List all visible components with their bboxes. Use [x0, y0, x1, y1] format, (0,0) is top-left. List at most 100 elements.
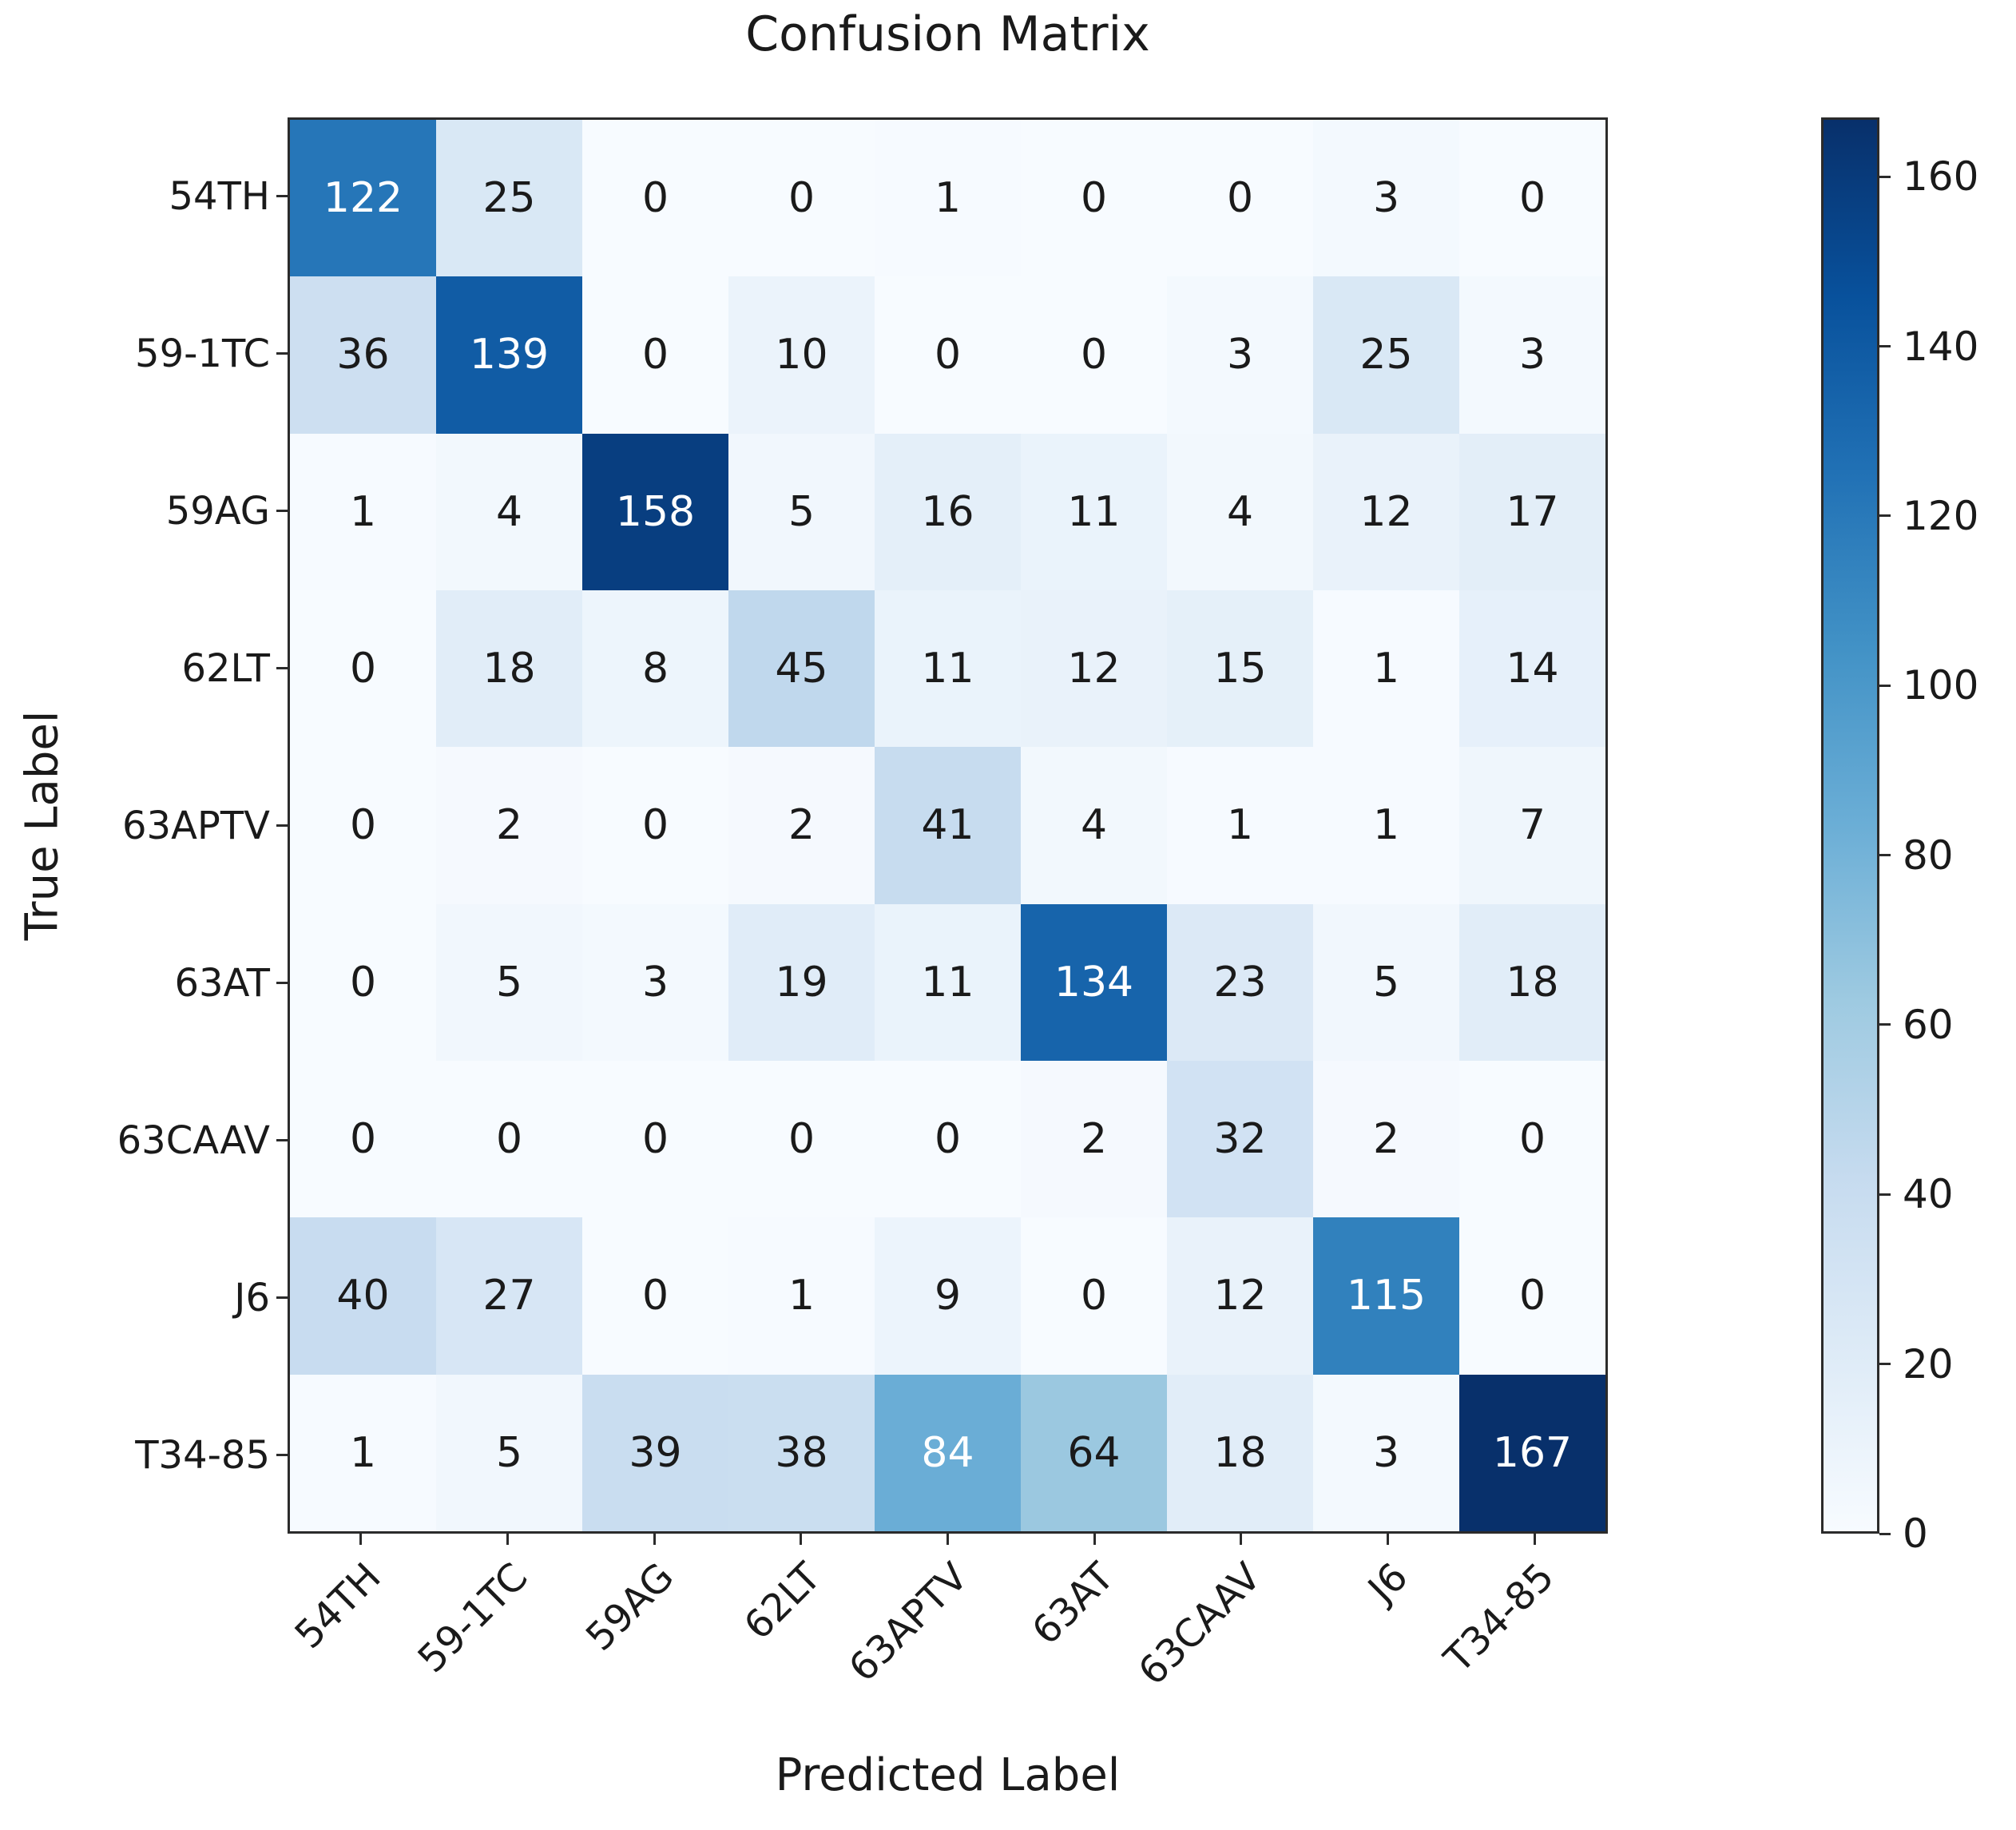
heatmap-cell: 18 [436, 589, 582, 748]
row-tick-label: 59-1TC [135, 331, 270, 376]
heatmap-cell: 1 [1313, 747, 1459, 904]
cell-value: 10 [775, 331, 828, 379]
cell-value: 11 [921, 645, 974, 693]
cell-value: 3 [641, 958, 669, 1006]
heatmap-cell: 32 [1167, 1060, 1313, 1218]
heatmap-cell: 10 [728, 276, 875, 434]
heatmap-cell: 0 [875, 276, 1021, 434]
cell-value: 115 [1346, 1272, 1427, 1320]
heatmap-cell: 3 [1313, 1374, 1459, 1531]
cell-value: 122 [323, 174, 403, 223]
heatmap-cell: 5 [728, 433, 875, 590]
cell-value: 4 [1080, 801, 1108, 850]
heatmap-cell: 5 [1313, 903, 1459, 1061]
heatmap-cell: 18 [1459, 903, 1605, 1061]
cell-value: 45 [775, 645, 828, 693]
heatmap-cell: 122 [290, 120, 436, 277]
cell-value: 14 [1506, 645, 1559, 693]
cell-value: 4 [495, 487, 523, 536]
heatmap-cell: 11 [875, 589, 1021, 748]
cell-value: 32 [1213, 1115, 1267, 1164]
cell-value: 8 [641, 645, 669, 693]
x-axis-label: Predicted Label [775, 1749, 1121, 1801]
row-tick-label: J6 [234, 1275, 270, 1320]
heatmap-cell: 1 [728, 1217, 875, 1375]
row-tick-label: 62LT [181, 645, 270, 691]
heatmap-cell: 139 [436, 276, 582, 434]
heatmap-cell: 0 [1021, 120, 1167, 277]
y-tick-mark [276, 352, 288, 355]
cell-value: 0 [788, 1115, 816, 1164]
heatmap-cell: 2 [1021, 1060, 1167, 1218]
colorbar-tick-mark [1879, 1023, 1891, 1026]
heatmap-cell: 8 [582, 589, 728, 748]
colorbar-tick-label: 40 [1903, 1171, 1954, 1218]
cell-value: 1 [1372, 801, 1400, 850]
heatmap-cell: 12 [1167, 1217, 1313, 1375]
heatmap-cell: 1 [290, 433, 436, 590]
colorbar-tick-label: 0 [1903, 1510, 1928, 1557]
heatmap-cell: 0 [290, 903, 436, 1061]
cell-value: 0 [495, 1115, 523, 1164]
cell-value: 12 [1067, 645, 1121, 693]
heatmap-cell: 36 [290, 276, 436, 434]
heatmap-cell: 45 [728, 589, 875, 748]
row-tick-label: 54TH [169, 173, 271, 219]
cell-value: 134 [1054, 958, 1134, 1006]
heatmap-cell: 0 [582, 276, 728, 434]
cell-value: 41 [921, 801, 974, 850]
heatmap-cell: 2 [728, 747, 875, 904]
cell-value: 0 [641, 1272, 669, 1320]
heatmap-cell: 12 [1021, 589, 1167, 748]
chart-title: Confusion Matrix [745, 6, 1150, 62]
cell-value: 1 [1372, 645, 1400, 693]
heatmap-cell: 1 [875, 120, 1021, 277]
x-tick-mark [800, 1534, 803, 1545]
cell-value: 3 [1226, 331, 1254, 379]
heatmap-cell: 64 [1021, 1374, 1167, 1531]
cell-value: 0 [788, 174, 816, 223]
cell-value: 0 [1080, 174, 1108, 223]
colorbar-tick-mark [1879, 345, 1891, 348]
colorbar-tick-label: 140 [1903, 323, 1979, 370]
row-tick-label: 63APTV [121, 803, 270, 848]
heatmap-cell: 84 [875, 1374, 1021, 1531]
heatmap-cell: 0 [1021, 1217, 1167, 1375]
heatmap-cell: 23 [1167, 903, 1313, 1061]
heatmap-cell: 0 [290, 1060, 436, 1218]
row-tick-label: 59AG [165, 488, 270, 534]
cell-value: 11 [921, 958, 974, 1006]
heatmap-cell: 15 [1167, 589, 1313, 748]
cell-value: 40 [336, 1272, 390, 1320]
cell-value: 3 [1518, 331, 1546, 379]
cell-value: 38 [775, 1428, 828, 1477]
x-tick-mark [1093, 1534, 1096, 1545]
colorbar-tick-mark [1879, 1532, 1891, 1535]
heatmap-cell: 3 [1313, 120, 1459, 277]
cell-value: 0 [1080, 331, 1108, 379]
cell-value: 0 [1080, 1272, 1108, 1320]
cell-value: 25 [482, 174, 536, 223]
heatmap-cell: 0 [582, 120, 728, 277]
heatmap-cell: 11 [1021, 433, 1167, 590]
cell-value: 139 [469, 331, 550, 379]
y-tick-mark [276, 1139, 288, 1141]
cell-value: 19 [775, 958, 828, 1006]
colorbar-tick-mark [1879, 175, 1891, 178]
colorbar-tick-mark [1879, 1363, 1891, 1366]
heatmap: 122 25 0 0 1 0 0 3 0 36 139 0 10 0 0 3 25 3 1 4 158 5 16 11 4 12 1… [288, 117, 1608, 1534]
cell-value: 5 [495, 1428, 523, 1477]
heatmap-cell: 158 [582, 433, 728, 590]
colorbar-tick-label: 120 [1903, 492, 1979, 539]
heatmap-cell: 38 [728, 1374, 875, 1531]
heatmap-cell: 0 [1021, 276, 1167, 434]
cell-value: 2 [495, 801, 523, 850]
heatmap-cell: 5 [436, 1374, 582, 1531]
cell-value: 0 [1518, 174, 1546, 223]
heatmap-cell: 0 [1459, 1060, 1605, 1218]
heatmap-cell: 0 [436, 1060, 582, 1218]
cell-value: 0 [349, 1115, 377, 1164]
row-tick-label: 63AT [174, 960, 270, 1006]
heatmap-cell: 4 [1167, 433, 1313, 590]
heatmap-cell: 0 [582, 747, 728, 904]
